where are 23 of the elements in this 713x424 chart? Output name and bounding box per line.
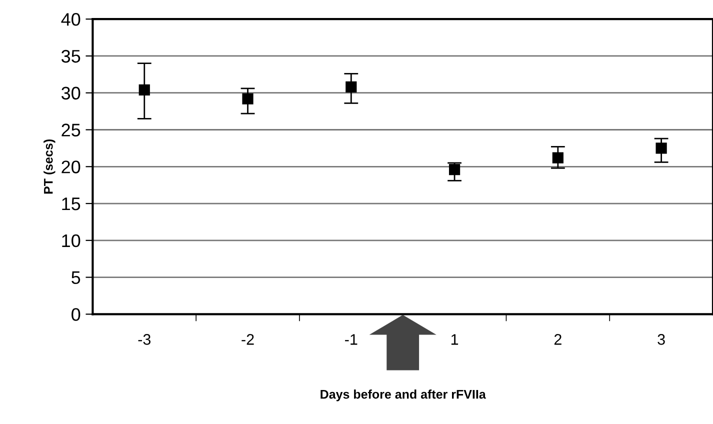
- point: [242, 93, 254, 104]
- x-tick-label: 2: [554, 334, 562, 345]
- point: [656, 142, 667, 154]
- point: [138, 84, 150, 96]
- y-tick-label: 25: [62, 124, 80, 136]
- x-tick-label: -2: [242, 334, 254, 345]
- y-tick-label: 10: [62, 234, 80, 248]
- x-tick-label: 1: [451, 334, 458, 345]
- point: [448, 164, 460, 176]
- x-tick-label: -1: [345, 334, 358, 345]
- x-axis-title: Days before and after rFVIIa: [320, 390, 486, 402]
- point: [552, 152, 564, 164]
- point: [346, 81, 357, 93]
- y-axis-title: PT (secs): [44, 139, 56, 194]
- y-tick-label: 15: [62, 198, 80, 210]
- y-tick-label: 40: [61, 13, 80, 26]
- y-tick-label: 35: [61, 50, 80, 63]
- x-tick-label: -3: [138, 334, 151, 345]
- y-tick-label: 5: [72, 271, 80, 284]
- x-tick-label: 3: [658, 334, 665, 345]
- y-tick-label: 30: [61, 86, 80, 100]
- y-tick-label: 20: [62, 160, 80, 174]
- y-tick-label: 0: [72, 308, 80, 321]
